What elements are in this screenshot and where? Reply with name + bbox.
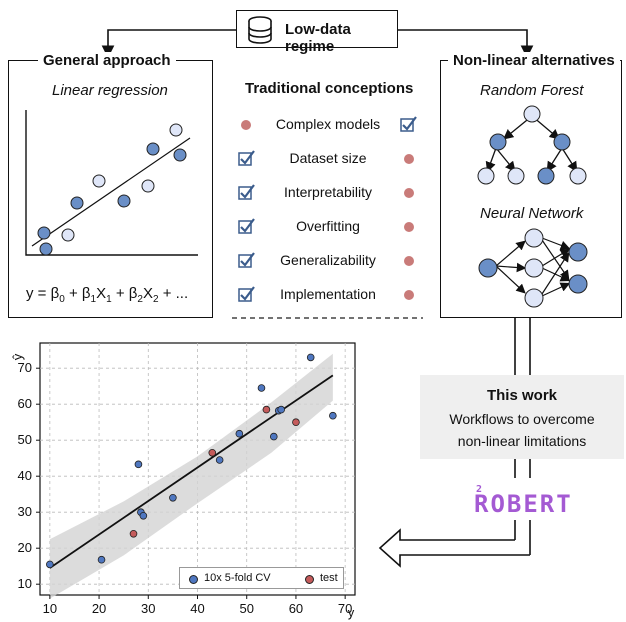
- test-point: [262, 405, 271, 414]
- y-tick-label: 50: [18, 432, 32, 447]
- test-point: [208, 449, 217, 457]
- this-work-box: This work Workflows to overcome non-line…: [420, 375, 624, 459]
- y-tick-label: 30: [18, 504, 32, 519]
- y-axis-label: ŷ: [10, 353, 25, 360]
- checkbox-icon: [238, 252, 256, 268]
- regression-line: [49, 374, 334, 569]
- cv-point: [139, 512, 148, 520]
- this-work-title: This work: [486, 387, 557, 404]
- test-point: [292, 418, 300, 426]
- arrow-to-general: [101, 29, 236, 59]
- low-data-box: Low-data regime: [236, 10, 398, 55]
- y-tick-label: 70: [18, 360, 32, 375]
- regression-equation: y = β0 + β1X1 + β2X2 + ...: [26, 285, 189, 305]
- red-dot-icon: [404, 188, 414, 198]
- random-forest-label: Random Forest: [480, 82, 584, 99]
- cv-point: [235, 429, 244, 438]
- legend-label-cv: 10x 5-fold CV: [204, 572, 271, 584]
- x-tick-label: 50: [239, 601, 253, 616]
- y-tick-label: 10: [18, 576, 32, 591]
- conception-label: Dataset size: [289, 150, 367, 166]
- database-icon: [248, 16, 272, 44]
- robert-logo: 2 ROBERT: [474, 484, 573, 518]
- checkbox-icon: [238, 286, 256, 302]
- this-work-line1: Workflows to overcome: [449, 411, 595, 427]
- x-axis-label: y: [348, 605, 355, 620]
- traditional-conceptions-title: Traditional conceptions: [245, 80, 414, 97]
- general-approach-title: General approach: [38, 52, 176, 69]
- arrow-to-nonlinear: [398, 29, 534, 59]
- checkbox-icon: [238, 184, 256, 200]
- x-tick-label: 70: [338, 601, 352, 616]
- y-tick-label: 60: [18, 396, 32, 411]
- neural-network-label: Neural Network: [480, 205, 584, 222]
- red-dot-icon: [241, 120, 251, 130]
- checkbox-icon: [238, 218, 256, 234]
- x-tick-label: 60: [289, 601, 303, 616]
- conception-label: Generalizability: [280, 252, 376, 268]
- conception-label: Overfitting: [296, 218, 360, 234]
- linear-regression-illustration: [25, 110, 198, 256]
- y-tick-label: 20: [18, 540, 32, 555]
- x-tick-label: 20: [92, 601, 106, 616]
- hollow-arrow-left: [378, 528, 530, 568]
- general-approach-panel: [8, 60, 213, 318]
- legend-label-test: test: [320, 572, 338, 584]
- this-work-line2: non-linear limitations: [457, 433, 587, 449]
- cv-point: [329, 411, 337, 420]
- linear-regression-label: Linear regression: [52, 82, 168, 99]
- legend-marker-test: [305, 575, 314, 584]
- cv-point: [257, 384, 266, 392]
- red-dot-icon: [404, 154, 414, 164]
- cv-point: [215, 456, 224, 464]
- neural-network-icon: [478, 228, 588, 308]
- cv-point: [169, 494, 177, 502]
- x-tick-label: 30: [141, 601, 155, 616]
- random-forest-icon: [477, 105, 587, 185]
- x-tick-label: 10: [43, 601, 57, 616]
- x-tick-label: 40: [190, 601, 204, 616]
- cv-point: [97, 555, 106, 564]
- cv-point: [277, 405, 285, 414]
- red-dot-icon: [404, 222, 414, 232]
- test-point: [129, 530, 138, 538]
- red-dot-icon: [404, 256, 414, 266]
- red-dot-icon: [404, 290, 414, 300]
- cv-point: [134, 460, 143, 469]
- conception-label: Implementation: [280, 286, 376, 302]
- cv-point: [306, 353, 315, 362]
- conception-label: Interpretability: [284, 184, 372, 200]
- confidence-band: [49, 353, 333, 599]
- low-data-title: Low-data regime: [285, 21, 351, 55]
- checkbox-icon: [238, 150, 256, 166]
- cv-point: [269, 432, 278, 441]
- y-tick-label: 40: [18, 468, 32, 483]
- legend-marker-cv: [189, 575, 198, 584]
- cv-point: [46, 560, 54, 569]
- nonlinear-title: Non-linear alternatives: [448, 52, 620, 69]
- conception-label: Complex models: [275, 116, 381, 132]
- checkbox-icon: [400, 116, 418, 132]
- chart-legend: 10x 5-fold CV test: [179, 567, 344, 589]
